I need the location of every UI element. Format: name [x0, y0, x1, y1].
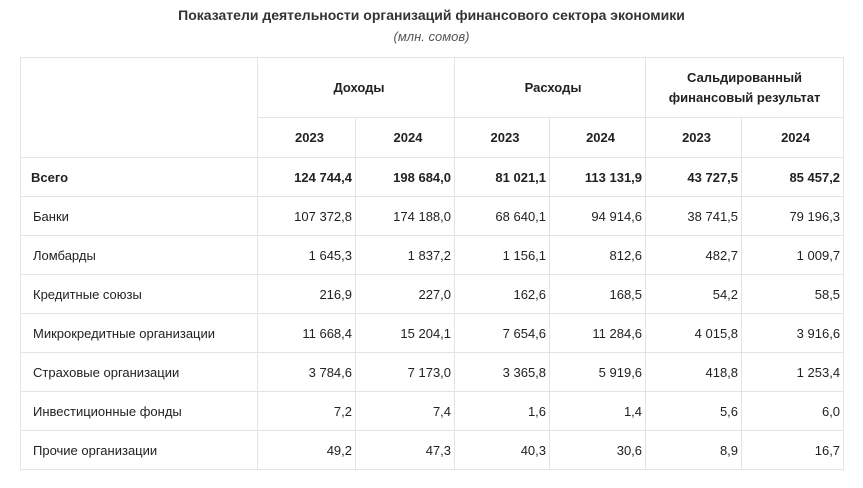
header-year: 2023 — [645, 117, 743, 158]
value-cell: 1 253,4 — [741, 352, 845, 392]
row-label: Всего — [20, 157, 258, 197]
value-cell: 3 365,8 — [454, 352, 551, 392]
header-corner-cell — [20, 57, 258, 158]
value-cell: 30,6 — [549, 430, 647, 470]
header-year: 2024 — [354, 117, 456, 158]
header-group-result-label: Сальдированный финансовый результат — [668, 69, 821, 105]
value-cell: 8,9 — [645, 430, 743, 470]
value-cell: 47,3 — [354, 430, 456, 470]
value-cell: 174 188,0 — [354, 196, 456, 236]
value-cell: 216,9 — [257, 274, 356, 314]
value-cell: 124 744,4 — [257, 157, 356, 197]
row-label: Инвестиционные фонды — [20, 391, 258, 431]
row-label: Страховые организации — [20, 352, 258, 392]
header-group-result: Сальдированный финансовый результат — [645, 57, 845, 118]
value-cell: 38 741,5 — [645, 196, 743, 236]
row-label: Микрокредитные организации — [20, 313, 258, 353]
value-cell: 54,2 — [645, 274, 743, 314]
row-label: Прочие организации — [20, 430, 258, 470]
value-cell: 4 015,8 — [645, 313, 743, 353]
value-cell: 58,5 — [741, 274, 845, 314]
value-cell: 15 204,1 — [354, 313, 456, 353]
row-label: Кредитные союзы — [20, 274, 258, 314]
value-cell: 5 919,6 — [549, 352, 647, 392]
value-cell: 7,2 — [257, 391, 356, 431]
header-row-groups: Доходы Расходы Сальдированный финансовый… — [20, 57, 845, 158]
value-cell: 162,6 — [454, 274, 551, 314]
table-row: Ломбарды 1 645,3 1 837,2 1 156,1 812,6 482,7 1… — [20, 235, 845, 275]
header-year: 2023 — [257, 117, 356, 158]
header-group-income: Доходы — [256, 57, 456, 118]
value-cell: 3 916,6 — [741, 313, 845, 353]
value-cell: 812,6 — [549, 235, 647, 275]
value-cell: 94 914,6 — [549, 196, 647, 236]
value-cell: 11 284,6 — [549, 313, 647, 353]
value-cell: 68 640,1 — [454, 196, 551, 236]
value-cell: 11 668,4 — [257, 313, 356, 353]
value-cell: 1 645,3 — [257, 235, 356, 275]
value-cell: 227,0 — [354, 274, 456, 314]
value-cell: 40,3 — [454, 430, 551, 470]
table-row: Банки 107 372,8 174 188,0 68 640,1 94 914,6 3… — [20, 196, 845, 236]
value-cell: 7 654,6 — [454, 313, 551, 353]
value-cell: 1 156,1 — [454, 235, 551, 275]
value-cell: 418,8 — [645, 352, 743, 392]
financial-sector-table: Доходы Расходы Сальдированный финансовый… — [20, 57, 845, 470]
value-cell: 49,2 — [257, 430, 356, 470]
value-cell: 107 372,8 — [257, 196, 356, 236]
table-row: Кредитные союзы 216,9 227,0 162,6 168,5 54,2 5… — [20, 274, 845, 314]
value-cell: 6,0 — [741, 391, 845, 431]
header-year: 2023 — [454, 117, 551, 158]
table-row-total: Всего 124 744,4 198 684,0 81 021,1 113 131,9… — [20, 157, 845, 197]
header-group-expenses: Расходы — [454, 57, 647, 118]
value-cell: 113 131,9 — [549, 157, 647, 197]
table-row: Страховые организации 3 784,6 7 173,0 3 365… — [20, 352, 845, 392]
value-cell: 43 727,5 — [645, 157, 743, 197]
header-row-years: 2023 2024 2023 2024 2023 2024 — [21, 117, 845, 158]
value-cell: 7,4 — [354, 391, 456, 431]
row-label: Банки — [20, 196, 258, 236]
value-cell: 168,5 — [549, 274, 647, 314]
value-cell: 1,6 — [454, 391, 551, 431]
value-cell: 482,7 — [645, 235, 743, 275]
table-body: Всего 124 744,4 198 684,0 81 021,1 113 131,9… — [20, 157, 845, 470]
value-cell: 3 784,6 — [257, 352, 356, 392]
value-cell: 16,7 — [741, 430, 845, 470]
row-label: Ломбарды — [20, 235, 258, 275]
value-cell: 1 009,7 — [741, 235, 845, 275]
table-row: Инвестиционные фонды 7,2 7,4 1,6 1,4 5,6 6,0 — [20, 391, 845, 431]
value-cell: 7 173,0 — [354, 352, 456, 392]
value-cell: 1,4 — [549, 391, 647, 431]
value-cell: 1 837,2 — [354, 235, 456, 275]
table-row: Прочие организации 49,2 47,3 40,3 30,6 8,9 16,… — [20, 430, 845, 470]
header-year: 2024 — [741, 117, 845, 158]
value-cell: 198 684,0 — [354, 157, 456, 197]
value-cell: 81 021,1 — [454, 157, 551, 197]
table-row: Микрокредитные организации 11 668,4 15 204… — [20, 313, 845, 353]
value-cell: 79 196,3 — [741, 196, 845, 236]
page-title: Показатели деятельности организаций фина… — [178, 7, 685, 23]
value-cell: 85 457,2 — [741, 157, 845, 197]
header-year: 2024 — [549, 117, 647, 158]
page-subtitle: (млн. сомов) — [393, 29, 470, 44]
value-cell: 5,6 — [645, 391, 743, 431]
